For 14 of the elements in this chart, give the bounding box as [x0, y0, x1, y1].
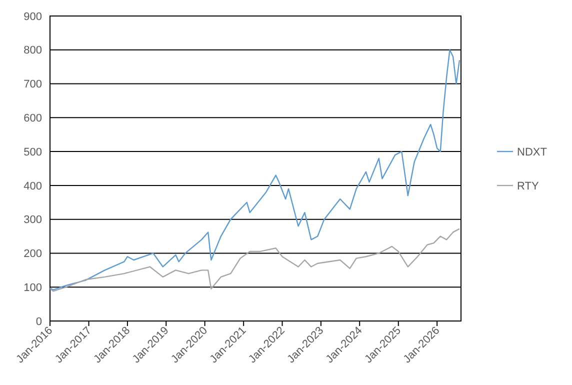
- y-tick-label: 600: [24, 112, 42, 125]
- y-tick-label: 500: [24, 146, 42, 158]
- line-series: [49, 49, 460, 290]
- y-tick-label: 300: [24, 214, 42, 226]
- legend-label: NDXT: [517, 146, 548, 158]
- y-tick-label: 900: [24, 10, 42, 23]
- y-tick-label: 100: [24, 282, 42, 294]
- line-series: [49, 228, 460, 292]
- y-tick-label: 700: [24, 78, 42, 91]
- y-tick-label: 400: [24, 180, 42, 192]
- legend-label: RTY: [517, 180, 540, 192]
- y-tick-label: 800: [24, 44, 42, 57]
- y-tick-label: 200: [24, 248, 42, 260]
- y-tick-label: 0: [36, 316, 42, 328]
